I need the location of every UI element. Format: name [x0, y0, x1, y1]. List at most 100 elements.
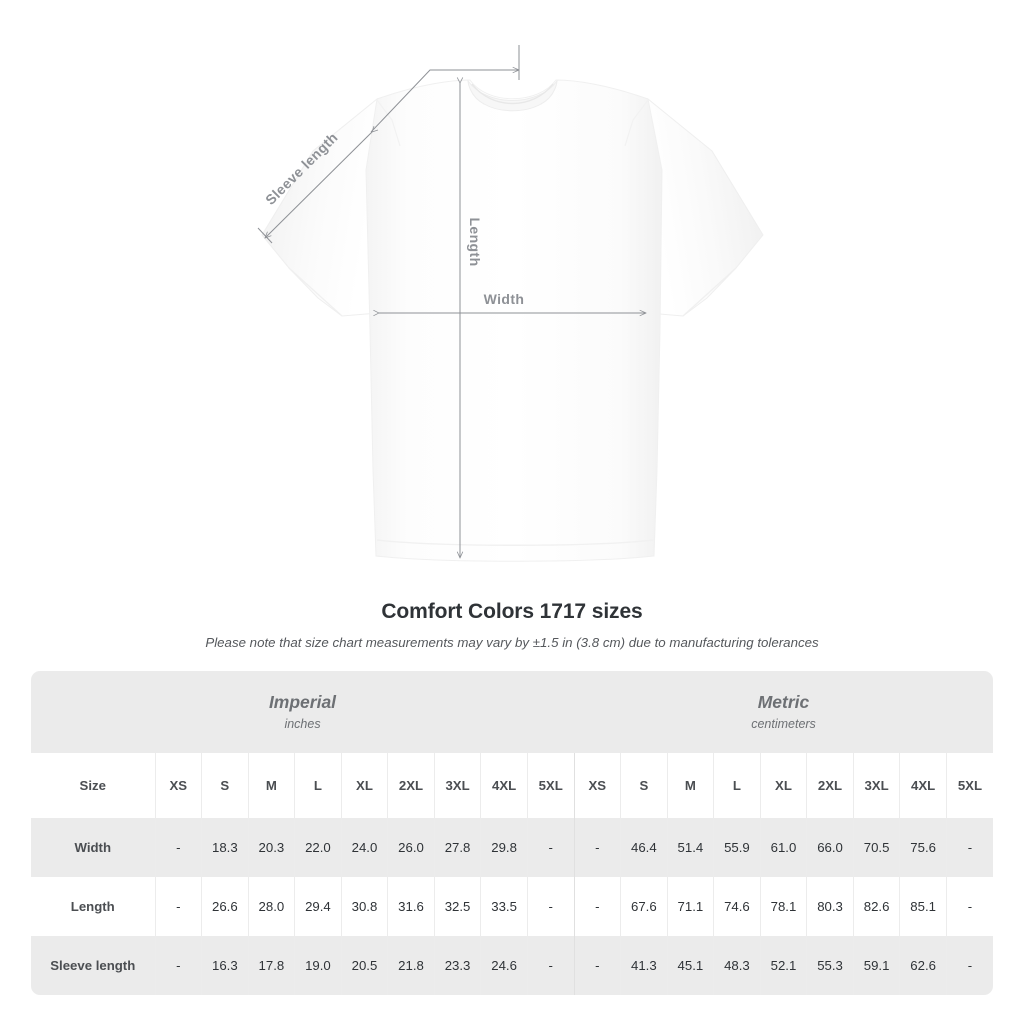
- cell-metric: 67.6: [620, 877, 668, 936]
- cell-metric: -: [573, 877, 621, 936]
- cell-metric: 55.9: [713, 818, 761, 877]
- cell-imperial: 29.4: [294, 877, 342, 936]
- unit-name-imperial: Imperial: [268, 692, 337, 712]
- length-label: Length: [467, 217, 483, 266]
- title-block: Comfort Colors 1717 sizes Please note th…: [0, 598, 1024, 652]
- collar-seam: [471, 83, 554, 105]
- cell-metric: 75.6: [899, 818, 947, 877]
- column-header-metric-xs: XS: [573, 753, 621, 818]
- cell-imperial: 22.0: [294, 818, 342, 877]
- cell-imperial: -: [154, 877, 202, 936]
- row-header-length: Length: [31, 877, 155, 936]
- cell-metric: 62.6: [899, 936, 947, 995]
- size-table: Imperial inches Metric centimeters Size XS S M L…: [31, 671, 993, 995]
- unit-sub-metric: centimeters: [751, 717, 816, 731]
- column-header-metric-3xl: 3XL: [852, 753, 900, 818]
- column-header-imperial-4xl: 4XL: [480, 753, 528, 818]
- cell-metric: 80.3: [806, 877, 854, 936]
- cell-imperial: 23.3: [433, 936, 481, 995]
- cell-imperial: 18.3: [201, 818, 249, 877]
- size-table-container: Imperial inches Metric centimeters Size XS S M L…: [31, 671, 993, 995]
- cell-imperial: 32.5: [433, 877, 481, 936]
- tolerance-note: Please note that size chart measurements…: [205, 635, 819, 650]
- cell-imperial: -: [154, 936, 202, 995]
- collar: [467, 79, 558, 112]
- table-row: Length -26.6 28.0 29.4 30.8 31.6 32.5 33.5- -67.…: [31, 877, 993, 936]
- length-annotation: Length: [460, 83, 483, 558]
- unit-sub-imperial: inches: [284, 717, 321, 731]
- cell-metric: 46.4: [620, 818, 668, 877]
- left-sleeve: [261, 97, 379, 317]
- cell-imperial: 20.5: [340, 936, 388, 995]
- column-header-imperial-5xl: 5XL: [526, 753, 575, 818]
- cell-imperial: 20.3: [247, 818, 295, 877]
- row-header-sleeve-length: Sleeve length: [31, 936, 155, 995]
- column-header-metric-4xl: 4XL: [899, 753, 947, 818]
- sleeve-top-leader: [370, 70, 519, 133]
- cell-imperial: 29.8: [480, 818, 528, 877]
- width-annotation: Width: [379, 291, 646, 313]
- cell-imperial: 24.0: [340, 818, 388, 877]
- cell-metric: 61.0: [759, 818, 807, 877]
- row-header-width: Width: [31, 818, 155, 877]
- column-header-imperial-m: M: [247, 753, 295, 818]
- cell-metric: 48.3: [713, 936, 761, 995]
- sleeve-end-tick: [257, 227, 273, 244]
- tshirt-diagram-svg: Sleeve length Length Width: [257, 45, 764, 562]
- cell-metric: -: [945, 936, 993, 995]
- column-header-metric-2xl: 2XL: [806, 753, 854, 818]
- column-header-metric-m: M: [666, 753, 714, 818]
- cell-imperial: -: [154, 818, 202, 877]
- column-header-size: Size: [31, 753, 155, 818]
- cell-imperial: 28.0: [247, 877, 295, 936]
- cell-imperial: -: [526, 877, 575, 936]
- left-shoulder-seam: [376, 99, 401, 147]
- cell-metric: 51.4: [666, 818, 714, 877]
- cell-metric: 71.1: [666, 877, 714, 936]
- column-header-metric-xl: XL: [759, 753, 807, 818]
- cell-imperial: 24.6: [480, 936, 528, 995]
- cell-metric: 66.0: [806, 818, 854, 877]
- table-row: Sleeve length -16.3 17.8 19.0 20.5 21.8 23.3 24…: [31, 936, 993, 995]
- cell-imperial: -: [526, 818, 575, 877]
- cell-imperial: 21.8: [387, 936, 435, 995]
- cell-metric: 78.1: [759, 877, 807, 936]
- column-header-imperial-s: S: [201, 753, 249, 818]
- cell-metric: 74.6: [713, 877, 761, 936]
- cell-metric: 82.6: [852, 877, 900, 936]
- cell-imperial: 17.8: [247, 936, 295, 995]
- right-sleeve-hem: [682, 267, 737, 317]
- cell-metric: 85.1: [899, 877, 947, 936]
- sleeve-length-line: [265, 132, 372, 238]
- column-header-imperial-xl: XL: [340, 753, 388, 818]
- cell-imperial: 26.0: [387, 818, 435, 877]
- cell-imperial: 16.3: [201, 936, 249, 995]
- cell-imperial: 31.6: [387, 877, 435, 936]
- column-header-imperial-2xl: 2XL: [387, 753, 435, 818]
- cell-metric: 59.1: [852, 936, 900, 995]
- cell-imperial: 27.8: [433, 818, 481, 877]
- column-header-metric-5xl: 5XL: [945, 753, 993, 818]
- width-label: Width: [484, 291, 525, 307]
- cell-metric: -: [945, 818, 993, 877]
- tshirt-shape: [261, 79, 764, 562]
- cell-metric: 55.3: [806, 936, 854, 995]
- cell-metric: -: [573, 936, 621, 995]
- cell-imperial: 33.5: [480, 877, 528, 936]
- cell-metric: 70.5: [852, 818, 900, 877]
- column-header-imperial-xs: XS: [154, 753, 202, 818]
- unit-banner-row: Imperial inches Metric centimeters: [31, 671, 993, 753]
- shirt-body: [365, 79, 663, 562]
- right-sleeve: [647, 97, 764, 317]
- unit-name-metric: Metric: [757, 692, 810, 712]
- table-header-row: Size XS S M L XL 2XL 3XL 4XL 5XL XS S M L XL 2XL 3XL 4XL 5…: [31, 753, 993, 818]
- cell-imperial: 26.6: [201, 877, 249, 936]
- unit-banner-imperial: Imperial inches: [31, 671, 575, 753]
- cell-imperial: 19.0: [294, 936, 342, 995]
- cell-metric: 41.3: [620, 936, 668, 995]
- column-header-imperial-3xl: 3XL: [433, 753, 481, 818]
- cell-metric: 45.1: [666, 936, 714, 995]
- cell-metric: -: [945, 877, 993, 936]
- right-shoulder-seam: [624, 99, 649, 147]
